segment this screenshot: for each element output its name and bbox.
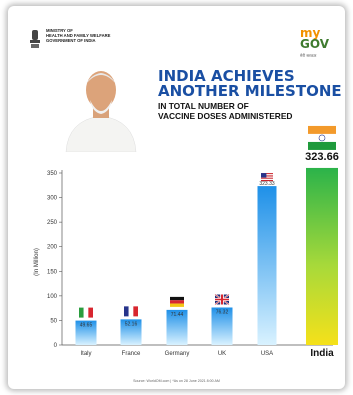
logo-hindi: मेरी सरकार — [300, 53, 317, 58]
prime-minister-portrait — [65, 71, 137, 152]
bar-germany — [166, 309, 188, 345]
france-flag-icon — [124, 306, 138, 317]
y-tick-label: 300 — [47, 196, 58, 202]
logo-gov: GOV — [300, 37, 330, 51]
uk-flag-icon — [214, 293, 230, 306]
bar-usa — [257, 186, 277, 345]
india-flag-icon — [308, 125, 336, 150]
category-label: Italy — [80, 351, 91, 357]
value-label: 76.32 — [216, 309, 229, 315]
value-label: 71.44 — [171, 312, 184, 318]
category-label: USA — [261, 351, 273, 357]
value-label: 323.33 — [259, 181, 275, 187]
category-label: Germany — [165, 351, 190, 357]
y-tick-label: 350 — [47, 171, 58, 177]
national-emblem-icon — [30, 30, 40, 48]
subheadline-line-1: IN TOTAL NUMBER OF — [158, 101, 249, 111]
bar-france — [120, 319, 142, 345]
y-tick-label: 50 — [50, 318, 57, 324]
value-label: 49.65 — [80, 323, 93, 329]
y-tick-label: 0 — [54, 343, 58, 349]
y-axis-label: (In Million) — [34, 248, 40, 276]
germany-flag-icon — [170, 296, 184, 307]
ministry-line: HEALTH AND FAMILY WELFARE — [46, 33, 111, 38]
category-label: UK — [218, 351, 226, 357]
y-tick-label: 250 — [47, 220, 58, 226]
value-label: 323.66 — [305, 151, 339, 163]
ministry-line: MINISTRY OF — [46, 28, 73, 33]
bar-india — [306, 167, 338, 345]
bar-uk — [211, 307, 233, 345]
ministry-name: MINISTRY OF HEALTH AND FAMILY WELFARE GO… — [46, 28, 110, 43]
y-tick-label: 200 — [47, 245, 58, 251]
source-footnote: Source: WorldOM.com | *As on 28 June 202… — [133, 379, 220, 383]
category-label: India — [310, 348, 334, 359]
y-tick-label: 150 — [47, 269, 58, 275]
headline-line-1: INDIA ACHIEVES — [158, 67, 295, 85]
headline: INDIA ACHIEVES ANOTHER MILESTONE — [158, 69, 342, 99]
headline-line-2: ANOTHER MILESTONE — [158, 82, 342, 100]
italy-flag-icon — [79, 307, 93, 318]
ministry-line: GOVERNMENT OF INDIA — [46, 38, 96, 43]
usa-flag-icon — [261, 173, 273, 182]
bar-italy — [75, 320, 97, 345]
logo-my: my — [300, 26, 321, 40]
category-label: France — [122, 351, 141, 357]
value-label: 52.16 — [125, 321, 138, 327]
mygov-logo: my GOV मेरी सरकार — [300, 26, 330, 61]
subheadline-line-2: VACCINE DOSES ADMINISTERED — [158, 111, 293, 121]
y-tick-label: 100 — [47, 294, 58, 300]
